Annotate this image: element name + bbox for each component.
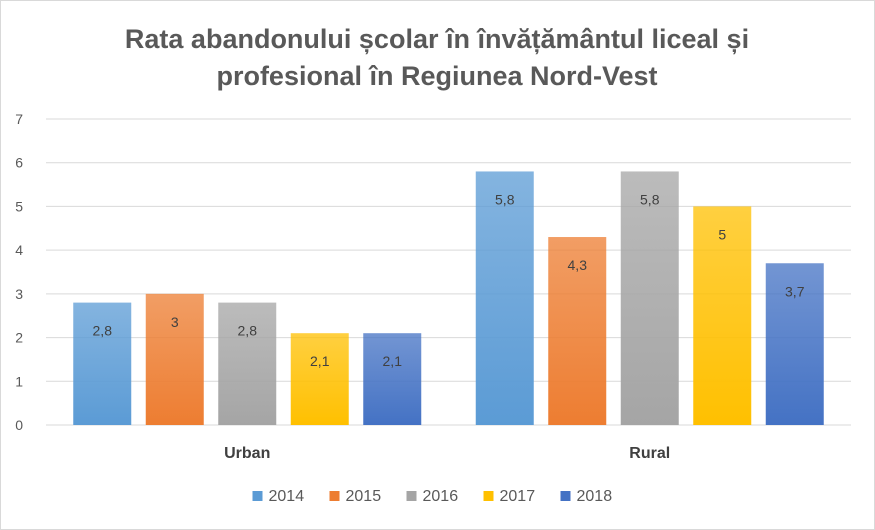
legend-swatch bbox=[483, 491, 494, 501]
y-tick-label: 6 bbox=[15, 155, 23, 171]
data-label: 5,8 bbox=[640, 191, 660, 207]
legend-label: 2016 bbox=[423, 488, 459, 505]
y-tick-label: 1 bbox=[15, 373, 23, 389]
legend: 2014 2015 2016 2017 2018 bbox=[252, 488, 613, 505]
data-labels: 2,8 3 2,8 2,1 2,1 5,8 4,3 5,8 5 3,7 bbox=[93, 191, 805, 369]
legend-label: 2014 bbox=[269, 488, 305, 505]
chart-title-line-1: Rata abandonului școlar în învățământul … bbox=[125, 24, 749, 54]
legend-swatch bbox=[560, 491, 571, 501]
bars bbox=[73, 171, 824, 425]
bar-urban-2016 bbox=[218, 302, 277, 425]
bar-rural-2018 bbox=[765, 263, 824, 425]
category-label: Urban bbox=[224, 445, 270, 462]
legend-swatch bbox=[252, 491, 263, 501]
legend-swatch bbox=[406, 491, 417, 501]
y-tick-label: 3 bbox=[15, 286, 23, 302]
data-label: 2,8 bbox=[93, 323, 113, 339]
y-tick-label: 7 bbox=[15, 111, 23, 127]
data-label: 2,8 bbox=[238, 323, 258, 339]
bar-rural-2015 bbox=[548, 237, 607, 425]
legend-label: 2018 bbox=[577, 488, 613, 505]
bar-urban-2017 bbox=[290, 333, 349, 425]
data-label: 5,8 bbox=[495, 191, 515, 207]
bar-urban-2014 bbox=[73, 302, 132, 425]
legend-label: 2015 bbox=[346, 488, 382, 505]
data-label: 2,1 bbox=[383, 353, 403, 369]
y-tick-label: 5 bbox=[15, 198, 23, 214]
category-labels: Urban Rural bbox=[224, 445, 670, 462]
category-label: Rural bbox=[629, 445, 670, 462]
bar-urban-2018 bbox=[363, 333, 422, 425]
legend-label: 2017 bbox=[500, 488, 536, 505]
data-label: 4,3 bbox=[568, 257, 588, 273]
bar-rural-2014 bbox=[475, 171, 534, 425]
bar-urban-2015 bbox=[145, 293, 204, 425]
bar-rural-2016 bbox=[620, 171, 679, 425]
y-tick-label: 4 bbox=[15, 242, 23, 258]
bar-rural-2017 bbox=[693, 206, 752, 425]
data-label: 3 bbox=[171, 314, 179, 330]
chart-title-line-2: profesional în Regiunea Nord-Vest bbox=[216, 61, 657, 91]
legend-swatch bbox=[329, 491, 340, 501]
data-label: 2,1 bbox=[310, 353, 330, 369]
y-tick-label: 2 bbox=[15, 330, 23, 346]
data-label: 3,7 bbox=[785, 283, 805, 299]
data-label: 5 bbox=[718, 226, 726, 242]
y-axis-ticks: 0 1 2 3 4 5 6 7 bbox=[15, 111, 23, 433]
y-tick-label: 0 bbox=[15, 417, 23, 433]
